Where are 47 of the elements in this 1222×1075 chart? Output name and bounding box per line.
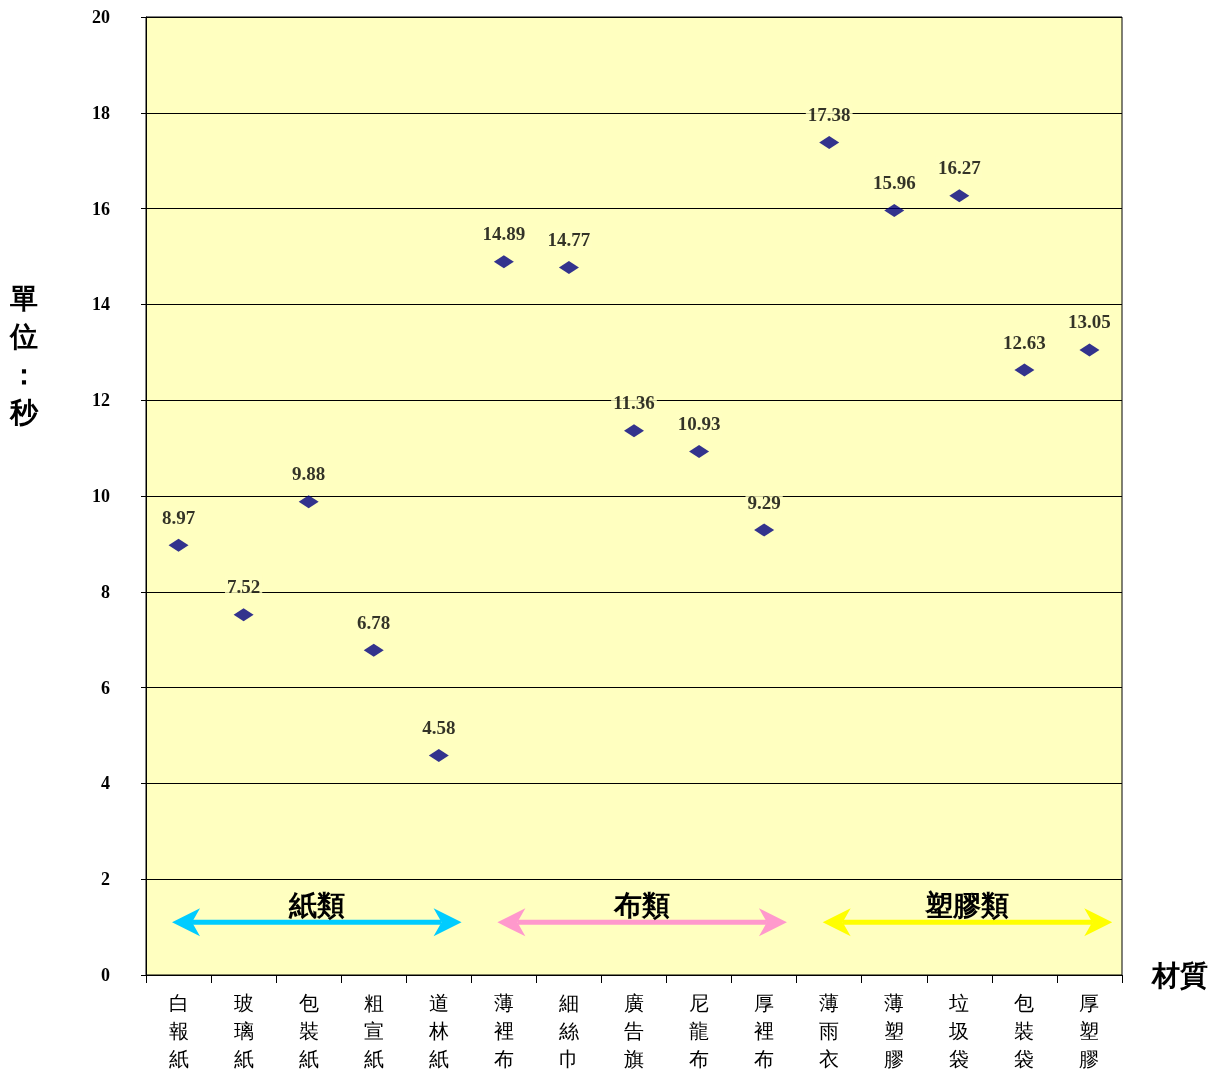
x-tick-label: 粗宣紙 (363, 991, 384, 1071)
data-label: 16.27 (937, 157, 982, 179)
y-tick-label: 10 (92, 486, 110, 506)
data-label: 4.58 (422, 717, 456, 739)
y-tick-label: 2 (101, 869, 110, 890)
x-tick-label: 垃圾袋 (948, 991, 970, 1071)
data-label: 7.52 (226, 576, 261, 598)
x-tick-label: 道林紙 (427, 991, 449, 1071)
y-tick-label: 6 (101, 677, 110, 698)
x-tick-label: 細絲巾 (557, 991, 579, 1071)
y-tick-label: 16 (92, 198, 110, 219)
data-label: 15.96 (872, 172, 916, 194)
y-tick-label: 18 (92, 102, 110, 123)
data-label: 10.93 (677, 412, 721, 434)
y-tick-label: 0 (101, 965, 110, 985)
annotation: 布類 (614, 888, 671, 925)
y-tick-label: 12 (92, 390, 110, 411)
data-label: 9.88 (292, 463, 326, 485)
annotation: 塑膠類 (925, 888, 1010, 925)
x-tick-label: 玻璃紙 (233, 991, 254, 1071)
data-label: 9.29 (747, 491, 781, 513)
annotation: 紙類 (288, 888, 345, 925)
x-tick-label: 包裝袋 (1014, 991, 1035, 1071)
y-tick-label: 4 (101, 773, 110, 794)
x-tick-label: 尼龍布 (689, 991, 710, 1071)
x-tick-label: 厚塑膠 (1079, 991, 1100, 1071)
data-label: 11.36 (613, 392, 655, 414)
x-tick-label: 薄塑膠 (884, 991, 905, 1071)
x-tick-label: 薄雨衣 (819, 991, 840, 1071)
data-label: 12.63 (1003, 331, 1046, 353)
x-tick-label: 包裝紙 (298, 991, 319, 1071)
x-axis-title: 材質 (1150, 958, 1208, 992)
y-axis-title: 單位：秒 (10, 281, 38, 431)
y-tick-label: 14 (92, 294, 110, 315)
x-tick-label: 薄裡布 (493, 991, 514, 1071)
x-tick-label: 廣告旗 (624, 991, 644, 1071)
data-label: 14.77 (547, 229, 591, 251)
data-label: 14.89 (482, 223, 526, 245)
x-tick-label: 厚裡布 (754, 991, 775, 1071)
data-label: 6.78 (357, 611, 391, 633)
data-label: 13.05 (1068, 311, 1111, 333)
x-tick-label: 白報紙 (168, 991, 189, 1071)
data-label: 17.38 (807, 104, 851, 125)
y-tick-label: 20 (92, 7, 110, 27)
point (624, 424, 644, 438)
data-label: 8.97 (161, 506, 196, 528)
y-tick-label: 8 (101, 581, 110, 602)
